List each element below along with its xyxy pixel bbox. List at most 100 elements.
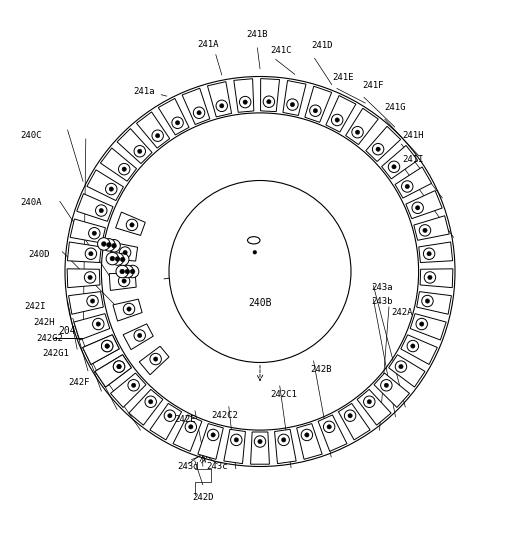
Circle shape [123, 250, 127, 255]
Circle shape [422, 295, 433, 307]
Circle shape [344, 410, 356, 421]
Circle shape [172, 117, 183, 129]
Circle shape [113, 361, 125, 372]
Circle shape [98, 238, 110, 250]
Polygon shape [74, 314, 110, 340]
Text: 242I: 242I [24, 302, 46, 311]
Circle shape [126, 219, 138, 231]
Circle shape [155, 134, 160, 138]
Text: 241a: 241a [134, 86, 155, 96]
Polygon shape [115, 212, 145, 236]
Text: 243b: 243b [371, 297, 393, 306]
Text: 242C2: 242C2 [211, 411, 238, 420]
Polygon shape [283, 80, 306, 116]
Circle shape [420, 322, 424, 326]
Circle shape [405, 184, 409, 188]
Circle shape [372, 143, 384, 155]
Polygon shape [137, 112, 170, 148]
Circle shape [401, 181, 413, 192]
Polygon shape [366, 127, 400, 161]
Circle shape [395, 361, 407, 372]
Text: 241A: 241A [197, 40, 219, 49]
Polygon shape [410, 314, 446, 340]
Circle shape [230, 434, 242, 446]
Circle shape [101, 340, 113, 352]
Circle shape [121, 266, 134, 277]
Circle shape [216, 100, 227, 111]
Circle shape [123, 304, 135, 315]
Circle shape [399, 364, 403, 369]
Circle shape [327, 425, 331, 429]
Polygon shape [95, 355, 132, 387]
Circle shape [412, 202, 423, 213]
Circle shape [423, 248, 435, 260]
Polygon shape [297, 424, 322, 459]
Polygon shape [234, 79, 254, 112]
Circle shape [363, 396, 375, 407]
Circle shape [258, 439, 262, 444]
Text: 243d: 243d [177, 462, 199, 471]
Text: 240B: 240B [248, 298, 272, 308]
Circle shape [122, 167, 126, 172]
Circle shape [152, 130, 163, 141]
Text: 242C1: 242C1 [270, 390, 297, 399]
Circle shape [90, 299, 95, 303]
Polygon shape [182, 88, 210, 124]
Circle shape [243, 100, 248, 104]
Polygon shape [129, 389, 163, 425]
Circle shape [323, 421, 335, 433]
Text: 242G1: 242G1 [43, 349, 70, 358]
Circle shape [425, 299, 430, 303]
Text: 242B: 242B [310, 365, 332, 374]
Polygon shape [198, 424, 223, 459]
Circle shape [116, 266, 128, 277]
Text: 204: 204 [59, 326, 76, 336]
Circle shape [93, 318, 104, 330]
Circle shape [132, 383, 136, 388]
Circle shape [105, 344, 109, 348]
Polygon shape [357, 389, 391, 425]
Polygon shape [110, 373, 146, 407]
Circle shape [175, 121, 180, 125]
Text: 241D: 241D [311, 41, 333, 50]
Polygon shape [414, 216, 449, 241]
Polygon shape [261, 79, 279, 112]
Circle shape [278, 434, 290, 446]
Polygon shape [401, 335, 437, 364]
Circle shape [89, 251, 93, 256]
Circle shape [290, 103, 295, 107]
Circle shape [313, 109, 318, 113]
Text: 241E: 241E [332, 73, 354, 82]
Circle shape [254, 436, 266, 447]
Circle shape [335, 118, 340, 122]
Polygon shape [77, 194, 113, 222]
Circle shape [150, 353, 161, 365]
Circle shape [407, 340, 419, 352]
Circle shape [427, 251, 431, 256]
Circle shape [84, 272, 96, 283]
Polygon shape [173, 415, 202, 451]
Circle shape [101, 242, 106, 247]
Polygon shape [87, 170, 123, 200]
Circle shape [193, 107, 205, 118]
Circle shape [120, 257, 125, 262]
Circle shape [348, 414, 352, 418]
Text: 241H: 241H [402, 131, 424, 140]
Circle shape [384, 383, 388, 388]
Circle shape [110, 256, 115, 261]
Text: 241C: 241C [270, 46, 292, 55]
Circle shape [189, 425, 193, 429]
Circle shape [111, 253, 124, 266]
Circle shape [96, 205, 107, 216]
Circle shape [116, 253, 129, 266]
Circle shape [96, 322, 100, 326]
Text: 243c: 243c [206, 462, 228, 471]
Polygon shape [326, 96, 356, 132]
Circle shape [85, 248, 97, 260]
Circle shape [207, 429, 219, 441]
Polygon shape [374, 373, 410, 407]
Circle shape [428, 275, 432, 280]
Polygon shape [117, 129, 152, 163]
Circle shape [169, 180, 351, 363]
Polygon shape [395, 167, 432, 198]
